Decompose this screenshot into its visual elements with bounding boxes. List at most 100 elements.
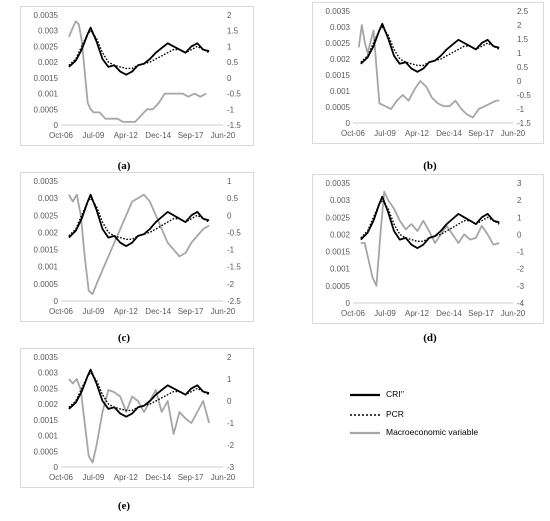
left-tick-label: 0.0025: [326, 213, 351, 222]
right-tick-label: 2: [227, 11, 232, 20]
right-tick-label: 0: [227, 211, 232, 220]
chart-panel-a: 0 0.0005 0.001 0.0015 0.002 0.0025 0.003 0.0035…: [20, 6, 254, 146]
x-tick-label: Sep-17: [468, 309, 494, 318]
left-tick-label: 0.002: [330, 55, 351, 64]
left-tick-label: 0.0025: [34, 384, 59, 393]
right-tick-label: -0.5: [517, 91, 531, 100]
left-tick-label: 0.0005: [34, 105, 59, 114]
left-tick-label: 0.001: [38, 432, 59, 441]
left-tick-label: 0.003: [38, 369, 59, 378]
x-tick-label: Jun-20: [501, 309, 526, 318]
x-tick-label: Jul-09: [83, 473, 105, 482]
left-tick-label: 0.002: [38, 58, 59, 67]
x-tick-label: Dec-14: [436, 309, 462, 318]
chart-legend: CRI'’ PCR Macroeconomic variable: [350, 387, 520, 447]
left-tick-label: 0.001: [38, 263, 59, 272]
x-tick-label: Oct-06: [341, 129, 366, 138]
legend-item-pcr: PCR: [350, 409, 520, 421]
left-tick-label: 0.003: [330, 23, 351, 32]
series-line-pcr: [68, 197, 210, 241]
left-tick-label: 0.0025: [34, 211, 59, 220]
legend-line-dotted-black-icon: [350, 414, 380, 416]
right-tick-label: 1: [517, 49, 522, 58]
chart-svg-a: 0 0.0005 0.001 0.0015 0.002 0.0025 0.003 0.0035…: [34, 11, 242, 140]
left-tick-label: 0.001: [38, 90, 59, 99]
right-tick-label: 0.5: [227, 194, 239, 203]
left-tick-label: 0.003: [38, 27, 59, 36]
x-tick-label: Oct-06: [341, 309, 366, 318]
right-tick-label: -2: [517, 265, 525, 274]
left-tick-label: 0.0015: [326, 248, 351, 257]
x-tick-label: Apr-12: [114, 307, 139, 316]
caption-c: (c): [117, 332, 131, 344]
right-tick-label: -1: [517, 105, 525, 114]
left-tick-label: 0.0005: [34, 447, 59, 456]
chart-svg-d: 0 0.0005 0.001 0.0015 0.002 0.0025 0.003 0.0035…: [326, 179, 526, 318]
legend-label-cri: CRI'’: [386, 389, 405, 399]
left-tick-label: 0.0015: [34, 74, 59, 83]
right-tick-label: -0.5: [227, 90, 241, 99]
left-tick-label: 0.002: [38, 228, 59, 237]
left-tick-label: 0.0035: [326, 179, 351, 188]
right-tick-label: 2: [227, 353, 232, 362]
series-line-pcr: [68, 372, 210, 412]
series-line-macroeconomic-variable: [68, 193, 210, 295]
caption-a: (a): [117, 160, 131, 172]
left-tick-label: 0.0035: [326, 7, 351, 16]
right-tick-label: 0: [517, 230, 522, 239]
x-tick-label: Oct-06: [49, 473, 74, 482]
x-tick-label: Dec-14: [145, 307, 171, 316]
right-tick-label: 0: [227, 397, 232, 406]
right-tick-label: -1: [517, 248, 525, 257]
right-tick-label: 3: [517, 179, 522, 188]
x-tick-label: Sep-17: [178, 131, 204, 140]
right-tick-label: -0.5: [227, 228, 241, 237]
right-tick-label: -1: [227, 419, 235, 428]
chart-panel-e: 0 0.0005 0.001 0.0015 0.002 0.0025 0.003 0.0035…: [20, 348, 254, 488]
chart-svg-c: 0 0.0005 0.001 0.0015 0.002 0.0025 0.003 0.0035…: [34, 177, 242, 316]
left-tick-label: 0.0015: [34, 416, 59, 425]
right-tick-label: 1.5: [517, 35, 529, 44]
left-tick-label: 0.002: [330, 230, 351, 239]
x-tick-label: Sep-17: [468, 129, 494, 138]
caption-b: (b): [423, 160, 437, 172]
right-tick-label: -1: [227, 105, 235, 114]
left-tick-label: 0: [346, 299, 351, 308]
left-tick-label: 0.001: [330, 265, 351, 274]
left-tick-label: 0.0005: [34, 280, 59, 289]
right-tick-label: 1: [227, 375, 232, 384]
caption-d: (d): [423, 332, 437, 344]
right-tick-label: 1: [227, 42, 232, 51]
left-tick-label: 0: [346, 119, 351, 128]
x-tick-label: Dec-14: [145, 473, 171, 482]
left-tick-label: 0.001: [330, 87, 351, 96]
x-tick-label: Apr-12: [405, 309, 430, 318]
left-tick-label: 0.0035: [34, 353, 59, 362]
x-tick-label: Sep-17: [178, 473, 204, 482]
right-tick-label: -2.5: [227, 297, 241, 306]
right-tick-label: -1.5: [227, 121, 241, 130]
right-tick-label: 0: [517, 77, 522, 86]
x-tick-label: Jul-09: [83, 131, 105, 140]
x-tick-label: Apr-12: [114, 131, 139, 140]
left-tick-label: 0.0035: [34, 177, 59, 186]
right-tick-label: 1.5: [227, 27, 239, 36]
x-tick-label: Jun-20: [211, 131, 236, 140]
legend-label-macro: Macroeconomic variable: [386, 427, 479, 437]
right-tick-label: 2: [517, 196, 522, 205]
x-tick-label: Jul-09: [374, 129, 396, 138]
series-line-macroeconomic-variable: [68, 20, 207, 123]
series-line-pcr: [68, 30, 210, 70]
chart-panel-d: 0 0.0005 0.001 0.0015 0.002 0.0025 0.003 0.0035…: [312, 174, 544, 324]
chart-svg-b: 0 0.0005 0.001 0.0015 0.002 0.0025 0.003 0.0035…: [326, 7, 532, 138]
chart-svg-e: 0 0.0005 0.001 0.0015 0.002 0.0025 0.003 0.0035…: [34, 353, 236, 482]
left-tick-label: 0: [54, 463, 59, 472]
left-tick-label: 0.0025: [34, 42, 59, 51]
right-tick-label: -3: [517, 282, 525, 291]
legend-item-macro: Macroeconomic variable: [350, 427, 520, 439]
x-tick-label: Sep-17: [178, 307, 204, 316]
series-line-cri: [360, 195, 500, 249]
right-tick-label: 1: [227, 177, 232, 186]
x-tick-label: Oct-06: [49, 307, 74, 316]
right-tick-label: -2: [227, 280, 235, 289]
